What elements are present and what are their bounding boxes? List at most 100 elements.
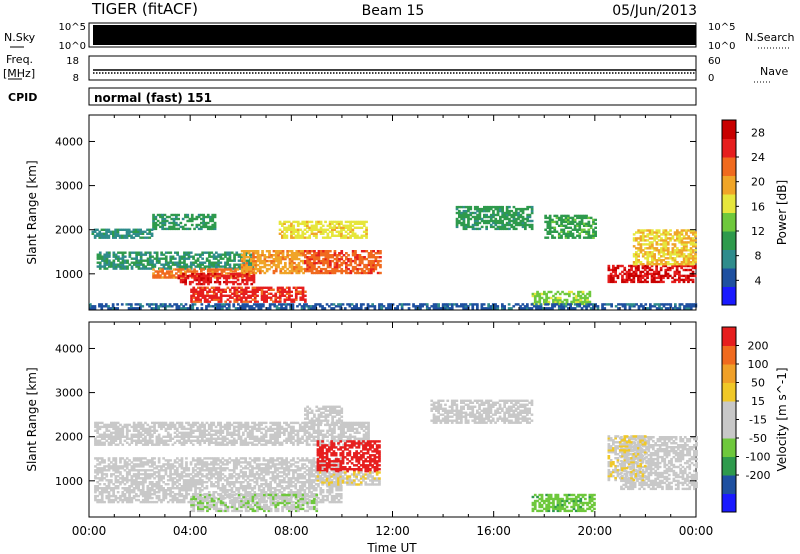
- power-cell: [96, 232, 99, 235]
- power-cell: [617, 307, 620, 310]
- power-cell: [687, 307, 691, 310]
- velocity-cell: [262, 483, 266, 486]
- velocity-cell: [114, 498, 118, 502]
- velocity-cell: [100, 500, 104, 504]
- power-cell: [653, 237, 656, 240]
- power-cell: [218, 268, 221, 271]
- power-cell: [226, 286, 230, 289]
- power-cell: [685, 229, 688, 232]
- power-cell: [354, 259, 357, 263]
- power-cell: [125, 228, 129, 231]
- power-cell: [571, 222, 575, 225]
- power-cell: [400, 303, 404, 306]
- velocity-cell: [271, 463, 275, 466]
- velocity-cell: [187, 489, 191, 492]
- power-cell: [567, 230, 570, 233]
- velocity-cell: [280, 467, 284, 470]
- power-cell: [212, 253, 216, 256]
- velocity-cell: [162, 496, 165, 500]
- power-cell: [170, 270, 174, 273]
- power-cell: [660, 249, 663, 252]
- velocity-cell: [139, 473, 143, 476]
- velocity-cell: [253, 457, 257, 460]
- power-cell: [545, 298, 548, 302]
- power-cell: [293, 256, 296, 259]
- power-echo-region: [544, 214, 597, 239]
- power-cell: [216, 274, 219, 277]
- power-cell: [514, 213, 518, 217]
- power-cell: [376, 252, 380, 255]
- power-cell: [546, 222, 550, 225]
- power-cell: [153, 257, 157, 260]
- power-cell: [283, 228, 286, 231]
- nsky-top: 10^5: [59, 22, 86, 33]
- power-cell: [669, 257, 672, 260]
- power-cell: [338, 269, 341, 273]
- velocity-cell: [125, 467, 129, 470]
- velocity-cell: [178, 489, 181, 492]
- power-cell: [310, 257, 314, 261]
- power-cell: [689, 257, 693, 260]
- power-cell: [354, 265, 357, 269]
- power-cell: [494, 307, 497, 310]
- velocity-cell: [187, 479, 191, 482]
- power-cell: [551, 236, 554, 239]
- power-cell: [142, 267, 145, 270]
- power-cell: [657, 251, 661, 254]
- power-cell: [121, 261, 125, 264]
- power-cell: [293, 269, 296, 273]
- velocity-cell: [205, 457, 209, 460]
- velocity-cell: [239, 469, 243, 472]
- velocity-cell: [139, 481, 143, 484]
- velocity-cell: [155, 467, 159, 470]
- power-cell: [485, 225, 488, 229]
- velocity-cell: [214, 485, 218, 488]
- power-cell: [137, 228, 140, 231]
- power-cell: [123, 267, 127, 270]
- power-cell: [317, 230, 321, 233]
- power-cell: [279, 257, 283, 261]
- power-cell: [545, 292, 548, 296]
- power-cell: [148, 257, 152, 260]
- power-cell: [673, 253, 677, 256]
- power-cell: [592, 218, 595, 222]
- power-cell: [297, 290, 300, 293]
- power-cell: [107, 307, 110, 310]
- power-cell: [155, 253, 159, 256]
- power-cell: [644, 243, 647, 246]
- velocity-cell: [269, 457, 272, 460]
- power-cell: [687, 241, 691, 244]
- power-cell: [121, 251, 125, 254]
- velocity-cell: [116, 491, 120, 494]
- power-cell: [247, 265, 251, 269]
- power-cell: [208, 265, 211, 268]
- power-cell: [296, 305, 299, 308]
- nsky-label: N.Sky: [4, 31, 36, 44]
- power-cell: [351, 269, 355, 273]
- velocity-cell: [253, 485, 257, 488]
- power-cell: [137, 259, 141, 262]
- velocity-cell: [298, 487, 302, 490]
- power-cell: [587, 220, 591, 224]
- power-cell: [685, 233, 688, 236]
- velocity-cell: [221, 461, 225, 464]
- power-cell: [199, 286, 202, 289]
- power-cell: [691, 266, 695, 270]
- power-cell: [133, 257, 136, 260]
- power-cell: [662, 249, 666, 252]
- power-cell: [190, 213, 194, 217]
- velocity-cell: [153, 483, 156, 486]
- velocity-cell: [155, 481, 159, 484]
- velocity-cell: [162, 457, 165, 460]
- power-cell: [329, 256, 332, 259]
- power-cell: [152, 223, 155, 227]
- power-cell: [208, 259, 211, 262]
- power-cell: [211, 225, 215, 229]
- velocity-cell: [276, 469, 279, 472]
- power-cell: [244, 253, 248, 256]
- power-cell: [260, 296, 264, 299]
- velocity-cell: [137, 463, 140, 466]
- power-cell: [212, 290, 216, 293]
- power-cell: [589, 307, 593, 310]
- power-cell: [293, 267, 296, 271]
